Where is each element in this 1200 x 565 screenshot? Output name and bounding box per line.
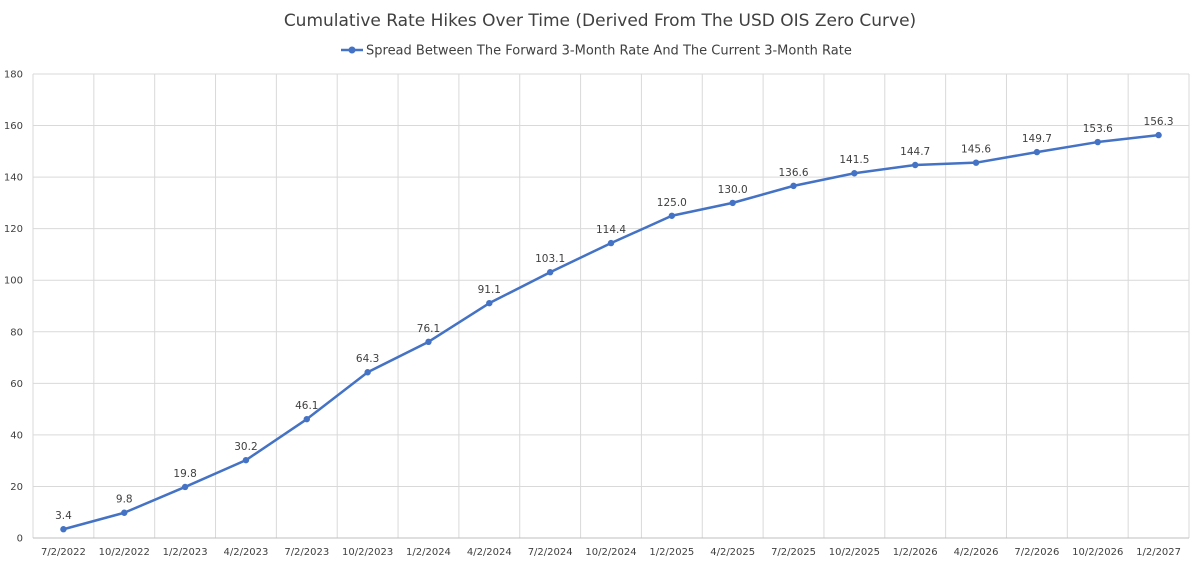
data-label: 156.3 — [1144, 116, 1174, 128]
x-tick-label: 10/2/2024 — [585, 547, 636, 558]
gridlines — [32, 73, 1190, 538]
data-label: 46.1 — [295, 400, 318, 412]
data-point — [121, 509, 128, 516]
x-tick-label: 10/2/2026 — [1072, 547, 1123, 558]
data-point — [1155, 131, 1162, 139]
y-tick-label: 120 — [4, 224, 23, 235]
data-label: 114.4 — [596, 224, 626, 236]
x-tick-label: 10/2/2025 — [829, 547, 880, 558]
data-label: 153.6 — [1083, 123, 1113, 135]
data-label: 76.1 — [417, 323, 440, 335]
x-tick-label: 10/2/2022 — [99, 547, 150, 558]
data-label: 144.7 — [900, 146, 930, 158]
x-tick-label: 7/2/2024 — [528, 547, 573, 558]
y-tick-label: 180 — [4, 70, 23, 81]
x-tick-label: 4/2/2026 — [954, 547, 999, 558]
data-label: 141.5 — [839, 154, 869, 166]
data-point — [1033, 148, 1041, 156]
y-tick-label: 0 — [17, 534, 23, 545]
data-label: 91.1 — [478, 284, 501, 296]
data-point — [729, 199, 736, 207]
data-point — [546, 269, 554, 276]
y-tick-label: 100 — [4, 276, 23, 287]
data-point — [242, 456, 250, 464]
x-tick-label: 7/2/2026 — [1014, 547, 1059, 558]
data-point — [486, 299, 493, 307]
x-tick-label: 7/2/2023 — [284, 547, 329, 558]
data-label: 9.8 — [116, 494, 133, 506]
data-point — [851, 170, 858, 177]
data-point — [425, 338, 432, 346]
x-tick-label: 7/2/2022 — [41, 547, 86, 558]
data-label: 145.6 — [961, 144, 991, 156]
data-point — [1094, 138, 1101, 146]
x-tick-label: 4/2/2024 — [467, 547, 512, 558]
legend: Spread Between The Forward 3-Month Rate … — [341, 44, 852, 59]
data-point — [607, 239, 615, 247]
data-point — [181, 483, 189, 491]
x-tick-label: 10/2/2023 — [342, 547, 393, 558]
chart-title: Cumulative Rate Hikes Over Time (Derived… — [284, 11, 916, 31]
data-label: 136.6 — [778, 167, 808, 179]
data-label: 130.0 — [718, 184, 748, 196]
data-label: 64.3 — [356, 353, 379, 365]
data-point — [972, 159, 980, 166]
x-tick-label: 1/2/2026 — [893, 547, 938, 558]
data-point — [364, 369, 371, 376]
data-point — [303, 415, 310, 423]
x-tick-label: 4/2/2023 — [223, 547, 268, 558]
data-label: 149.7 — [1022, 133, 1052, 145]
data-label: 30.2 — [234, 441, 257, 453]
legend-series-label: Spread Between The Forward 3-Month Rate … — [366, 44, 852, 59]
data-point — [912, 161, 919, 169]
x-tick-label: 4/2/2025 — [710, 547, 755, 558]
data-point — [790, 182, 797, 190]
data-label: 125.0 — [657, 197, 687, 209]
y-tick-label: 40 — [10, 430, 23, 441]
data-label: 19.8 — [173, 468, 196, 480]
data-point — [60, 526, 67, 533]
legend-dot-marker — [348, 46, 356, 54]
x-tick-label: 1/2/2025 — [649, 547, 694, 558]
series-layer: 3.4 9.8 19.8 30.2 46.1 64.3 76.1 91.1 103.1 114.4… — [55, 116, 1174, 533]
y-tick-label: 20 — [10, 482, 23, 493]
x-tick-label: 1/2/2027 — [1136, 547, 1181, 558]
axes: 0 20 40 60 80 100 120 140 160 180 7/2/2022 10/2/202… — [4, 70, 1189, 558]
y-tick-label: 80 — [10, 327, 23, 338]
y-tick-label: 140 — [4, 173, 23, 184]
x-tick-label: 1/2/2024 — [406, 547, 451, 558]
y-tick-label: 160 — [4, 121, 23, 132]
data-label: 3.4 — [55, 510, 72, 522]
x-tick-label: 1/2/2023 — [163, 547, 208, 558]
x-tick-label: 7/2/2025 — [771, 547, 816, 558]
data-label: 103.1 — [535, 253, 565, 265]
data-point — [668, 212, 676, 219]
y-tick-label: 60 — [10, 379, 23, 390]
